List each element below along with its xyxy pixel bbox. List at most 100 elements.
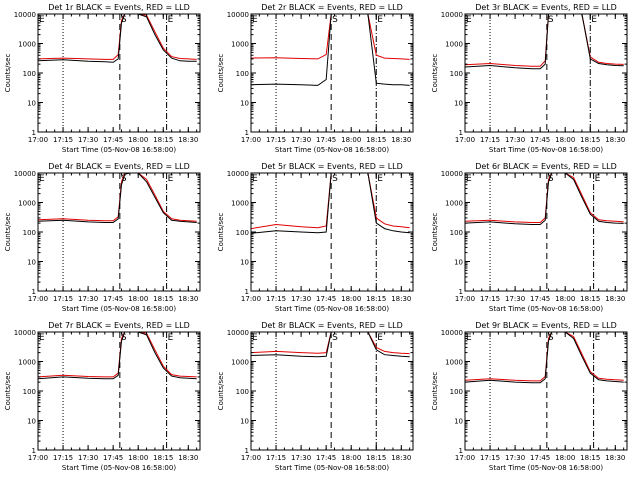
x-tick-label: 18:30 xyxy=(178,136,198,144)
x-tick-label: 18:00 xyxy=(555,454,575,462)
series-line-events xyxy=(465,14,624,70)
x-tick-label: 17:15 xyxy=(266,136,286,144)
y-tick-label: 10000 xyxy=(14,170,36,178)
y-tick-label: 1000 xyxy=(231,41,249,49)
event-marker-label: S xyxy=(548,333,554,343)
series-line-lld xyxy=(38,14,197,60)
plot-frame xyxy=(464,172,628,292)
x-tick-label: 17:00 xyxy=(241,136,261,144)
x-tick-label: 17:00 xyxy=(241,454,261,462)
y-tick-label: 10 xyxy=(240,100,249,108)
event-marker-label: E xyxy=(252,333,258,343)
series-line-events xyxy=(251,14,410,86)
chart-title: Det 8r BLACK = Events, RED = LLD xyxy=(261,321,403,330)
series-line-events xyxy=(465,332,624,384)
series-line-events xyxy=(251,332,410,358)
y-tick-label: 1000 xyxy=(231,359,249,367)
x-tick-label: 18:15 xyxy=(580,454,600,462)
y-tick-label: 1000 xyxy=(18,359,36,367)
y-axis-label: Counts/sec xyxy=(4,54,12,93)
x-axis-label: Start Time (05-Nov-08 16:58:00) xyxy=(275,305,389,313)
x-tick-label: 18:15 xyxy=(366,136,386,144)
series-group xyxy=(465,332,624,384)
y-axis-label: Counts/sec xyxy=(431,54,439,93)
y-tick-label: 10 xyxy=(27,259,36,267)
series-group xyxy=(251,332,410,358)
x-tick-label: 18:30 xyxy=(391,136,411,144)
y-tick-label: 1000 xyxy=(18,200,36,208)
chart-title: Det 6r BLACK = Events, RED = LLD xyxy=(475,162,617,171)
series-line-lld xyxy=(38,173,197,222)
x-tick-label: 18:00 xyxy=(341,136,361,144)
event-marker-label: S xyxy=(121,15,127,25)
event-marker-label: E xyxy=(39,333,45,343)
x-tick-label: 17:00 xyxy=(28,454,48,462)
event-marker-label: E xyxy=(252,174,258,184)
event-marker-label: S xyxy=(548,15,554,25)
x-tick-label: 17:45 xyxy=(103,454,123,462)
x-tick-label: 17:15 xyxy=(480,295,500,303)
y-axis-label: Counts/sec xyxy=(431,213,439,252)
y-tick-label: 10000 xyxy=(227,170,249,178)
y-tick-label: 1 xyxy=(32,447,36,455)
plot-frame xyxy=(464,331,628,451)
y-tick-label: 10000 xyxy=(441,11,463,19)
y-tick-label: 10 xyxy=(27,418,36,426)
x-tick-label: 17:45 xyxy=(530,295,550,303)
x-tick-label: 17:00 xyxy=(241,295,261,303)
y-tick-label: 100 xyxy=(450,388,463,396)
plot-frame xyxy=(37,172,201,292)
y-axis-label: Counts/sec xyxy=(4,372,12,411)
x-tick-label: 17:45 xyxy=(316,295,336,303)
x-tick-label: 18:30 xyxy=(605,295,625,303)
y-axis-label: Counts/sec xyxy=(217,372,225,411)
x-tick-label: 17:15 xyxy=(480,136,500,144)
event-marker-label: E xyxy=(168,333,174,343)
x-axis-label: Start Time (05-Nov-08 16:58:00) xyxy=(62,305,176,313)
plot-frame xyxy=(37,331,201,451)
y-tick-label: 1 xyxy=(32,288,36,296)
x-tick-label: 18:00 xyxy=(341,295,361,303)
series-group xyxy=(38,173,197,223)
event-marker-label: E xyxy=(252,15,258,25)
event-marker-label: S xyxy=(121,174,127,184)
y-tick-label: 1 xyxy=(245,288,249,296)
x-tick-label: 17:30 xyxy=(291,295,311,303)
x-tick-label: 17:15 xyxy=(266,295,286,303)
plot-frame xyxy=(250,172,414,292)
event-marker-label: E xyxy=(377,174,383,184)
y-tick-label: 100 xyxy=(23,70,36,78)
y-tick-label: 100 xyxy=(450,229,463,237)
series-line-events xyxy=(38,173,197,223)
x-tick-label: 18:00 xyxy=(341,454,361,462)
y-tick-label: 10 xyxy=(240,259,249,267)
y-tick-label: 10 xyxy=(454,100,463,108)
x-tick-label: 17:30 xyxy=(291,136,311,144)
x-tick-label: 18:30 xyxy=(178,454,198,462)
series-group xyxy=(465,14,624,70)
chart-title: Det 4r BLACK = Events, RED = LLD xyxy=(48,162,190,171)
series-line-events xyxy=(38,332,197,380)
x-tick-label: 18:00 xyxy=(128,136,148,144)
y-tick-label: 1000 xyxy=(445,41,463,49)
series-line-events xyxy=(38,14,197,63)
plot-frame xyxy=(250,13,414,133)
chart-title: Det 2r BLACK = Events, RED = LLD xyxy=(261,3,403,12)
x-axis-label: Start Time (05-Nov-08 16:58:00) xyxy=(489,305,603,313)
y-tick-label: 1000 xyxy=(445,359,463,367)
series-line-events xyxy=(465,173,624,225)
x-tick-label: 17:30 xyxy=(78,295,98,303)
event-marker-label: E xyxy=(466,15,472,25)
y-tick-label: 100 xyxy=(236,229,249,237)
y-tick-label: 10 xyxy=(454,418,463,426)
x-tick-label: 17:30 xyxy=(291,454,311,462)
series-group xyxy=(465,173,624,225)
series-line-lld xyxy=(251,14,410,60)
